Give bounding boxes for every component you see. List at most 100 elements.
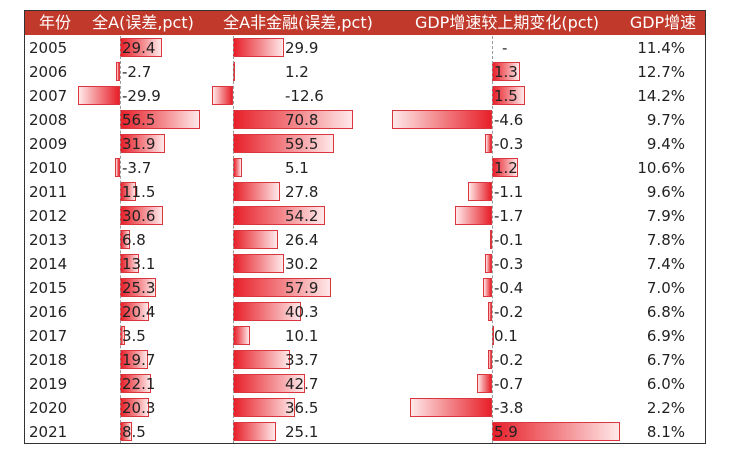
nonfin-value: 36.5: [285, 399, 319, 417]
table-row: 2012 30.6 54.2 -1.7 7.9%: [25, 204, 705, 228]
year-cell: 2005: [29, 39, 68, 57]
header-quanA: 全A(误差,pct): [92, 13, 194, 32]
quanA-value: 25.3: [122, 279, 156, 297]
gdp-change-value: -1.1: [494, 183, 524, 201]
quanA-bar: [114, 158, 120, 177]
header-gdp-change: GDP增速较上期变化(pct): [414, 13, 600, 32]
nonfin-value: 27.8: [285, 183, 319, 201]
nonfin-value: 26.4: [285, 231, 319, 249]
gdp-change-bar: [485, 254, 492, 273]
quanA-value: 13.1: [122, 255, 156, 273]
table-row: 2009 31.9 59.5 -0.3 9.4%: [25, 132, 705, 156]
year-cell: 2016: [29, 303, 68, 321]
year-cell: 2010: [29, 159, 68, 177]
nonfin-value: 33.7: [285, 351, 319, 369]
gdp-change-bar: [468, 182, 492, 201]
gdp-change-value: -4.6: [494, 111, 524, 129]
gdp-change-bar: [409, 398, 492, 417]
quanA-value: 19.7: [122, 351, 156, 369]
quanA-value: 20.4: [122, 303, 156, 321]
gdp-growth-cell: 9.7%: [646, 111, 685, 129]
nonfin-value: 10.1: [285, 327, 319, 345]
table-row: 2014 13.1 30.2 -0.3 7.4%: [25, 252, 705, 276]
year-cell: 2013: [29, 231, 68, 249]
nonfin-value: 30.2: [285, 255, 319, 273]
quanA-value: 11.5: [122, 183, 156, 201]
gdp-change-bar: [392, 110, 492, 129]
gdp-growth-cell: 7.9%: [646, 207, 685, 225]
nonfin-value: 59.5: [285, 135, 319, 153]
gdp-growth-cell: 7.8%: [646, 231, 685, 249]
gdp-change-value: -0.2: [494, 303, 524, 321]
gdp-growth-cell: 2.2%: [646, 399, 685, 417]
gdp-change-value: -0.4: [494, 279, 524, 297]
quanA-value: 30.6: [122, 207, 156, 225]
table-row: 2006 -2.7 1.2 1.3 12.7%: [25, 60, 705, 84]
year-cell: 2008: [29, 111, 68, 129]
nonfin-bar: [211, 86, 233, 105]
nonfin-value: 40.3: [285, 303, 319, 321]
quanA-value: 8.5: [122, 423, 146, 441]
gdp-growth-cell: 9.4%: [646, 135, 685, 153]
nonfin-bar: [233, 230, 278, 249]
year-cell: 2009: [29, 135, 68, 153]
gdp-change-bar: [476, 374, 492, 393]
gdp-growth-cell: 11.4%: [637, 39, 685, 57]
gdp-growth-cell: 6.0%: [646, 375, 685, 393]
data-table: 年份 全A(误差,pct) 全A非金融(误差,pct) GDP增速较上期变化(p…: [24, 10, 706, 444]
nonfin-value: 1.2: [285, 63, 309, 81]
nonfin-zero-axis: [233, 36, 234, 443]
table-header: 年份 全A(误差,pct) 全A非金融(误差,pct) GDP增速较上期变化(p…: [25, 11, 705, 35]
table-row: 2020 20.3 36.5 -3.8 2.2%: [25, 396, 705, 420]
gdp-change-zero-axis: [492, 36, 493, 443]
nonfin-bar: [233, 422, 276, 441]
nonfin-bar: [233, 134, 334, 153]
gdp-change-value: -: [502, 39, 508, 57]
gdp-change-value: 1.5: [494, 87, 518, 105]
gdp-change-bar: [489, 230, 492, 249]
gdp-change-value: -0.7: [494, 375, 524, 393]
nonfin-value: 54.2: [285, 207, 319, 225]
nonfin-value: -12.6: [285, 87, 324, 105]
header-year: 年份: [38, 13, 71, 32]
year-cell: 2015: [29, 279, 68, 297]
nonfin-bar: [233, 326, 251, 345]
quanA-value: 3.5: [122, 327, 146, 345]
header-nonfin: 全A非金融(误差,pct): [223, 13, 373, 32]
gdp-growth-cell: 6.8%: [646, 303, 685, 321]
year-cell: 2007: [29, 87, 68, 105]
table-row: 2018 19.7 33.7 -0.2 6.7%: [25, 348, 705, 372]
year-cell: 2012: [29, 207, 68, 225]
gdp-change-value: -0.1: [494, 231, 524, 249]
gdp-change-bar: [455, 206, 492, 225]
year-cell: 2018: [29, 351, 68, 369]
table-row: 2021 8.5 25.1 5.9 8.1%: [25, 420, 705, 444]
year-cell: 2017: [29, 327, 68, 345]
nonfin-value: 25.1: [285, 423, 319, 441]
quanA-value: 56.5: [122, 111, 156, 129]
nonfin-bar: [233, 38, 284, 57]
table-row: 2013 6.8 26.4 -0.1 7.8%: [25, 228, 705, 252]
gdp-change-bar: [487, 302, 492, 321]
gdp-growth-cell: 8.1%: [646, 423, 685, 441]
table-row: 2010 -3.7 5.1 1.2 10.6%: [25, 156, 705, 180]
table-row: 2005 29.4 29.9 - 11.4%: [25, 36, 705, 60]
nonfin-value: 42.7: [285, 375, 319, 393]
header-gdp: GDP增速: [629, 13, 697, 32]
quanA-value: -3.7: [122, 159, 152, 177]
quanA-value: 20.3: [122, 399, 156, 417]
nonfin-bar: [233, 158, 242, 177]
nonfin-value: 57.9: [285, 279, 319, 297]
quanA-zero-axis: [120, 36, 121, 443]
gdp-change-value: 1.3: [494, 63, 518, 81]
gdp-change-value: 1.2: [494, 159, 518, 177]
table-row: 2007 -29.9 -12.6 1.5 14.2%: [25, 84, 705, 108]
year-cell: 2019: [29, 375, 68, 393]
quanA-bar: [116, 62, 120, 81]
gdp-change-value: -1.7: [494, 207, 524, 225]
year-cell: 2014: [29, 255, 68, 273]
gdp-growth-cell: 6.7%: [646, 351, 685, 369]
gdp-growth-cell: 9.6%: [646, 183, 685, 201]
table-row: 2019 22.1 42.7 -0.7 6.0%: [25, 372, 705, 396]
gdp-change-value: 0.1: [494, 327, 518, 345]
